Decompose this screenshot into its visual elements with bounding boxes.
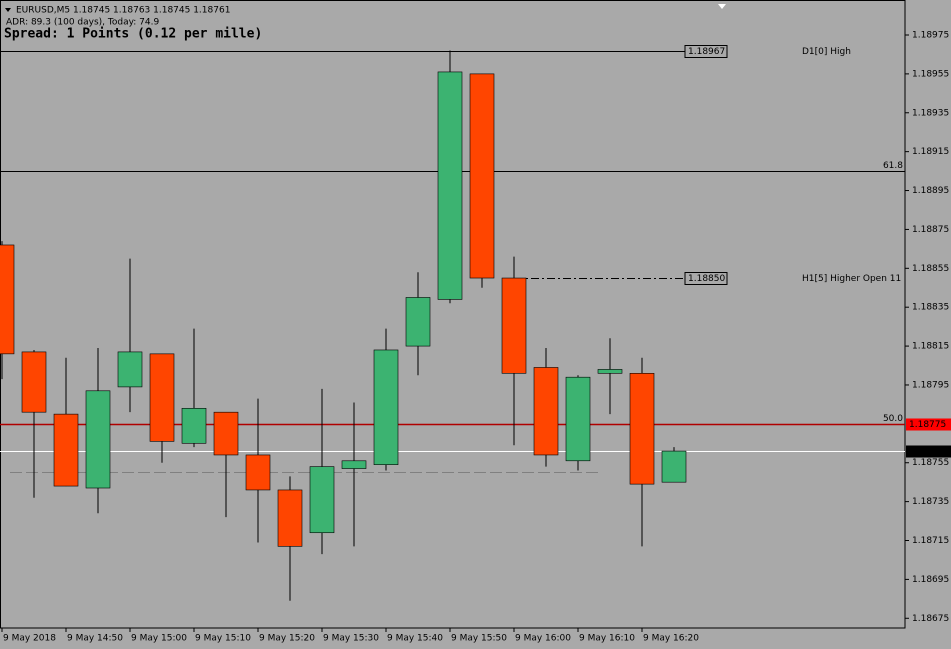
header-spread: Spread: 1 Points (0.12 per mille) [4, 27, 262, 42]
scroll-marker [718, 4, 726, 9]
price-box [684, 272, 728, 285]
candle-body [21, 351, 47, 413]
y-tick-label: 1.18815 [912, 342, 949, 352]
candle-body [149, 353, 175, 442]
price-box-label: 1.18761 [909, 447, 946, 457]
candle-body [53, 413, 79, 487]
y-tick-label: 1.18795 [912, 380, 949, 390]
y-tick-label: 1.18935 [912, 108, 949, 118]
y-tick-label: 1.18675 [912, 614, 949, 624]
y-tick-label: 1.18975 [912, 30, 949, 40]
x-tick-label: 9 May 15:20 [259, 634, 315, 644]
x-tick-label: 9 May 15:30 [323, 634, 379, 644]
candle-body [373, 349, 399, 465]
y-tick-label: 1.18915 [912, 147, 949, 157]
level-text: 61.8 [883, 161, 903, 171]
candle-body [341, 460, 367, 469]
price-box-label: 1.18850 [688, 274, 725, 284]
x-tick-label: 9 May 15:00 [131, 634, 187, 644]
candle-body [629, 373, 655, 485]
x-tick-label: 9 May 15:50 [451, 634, 507, 644]
candle-body [309, 466, 335, 534]
x-tick-label: 9 May 16:10 [579, 634, 635, 644]
level-text: H1[5] Higher Open 11 [802, 274, 901, 284]
y-tick-label: 1.18715 [912, 536, 949, 546]
x-tick-label: 9 May 15:40 [387, 634, 443, 644]
y-tick-label: 1.18895 [912, 186, 949, 196]
y-tick-label: 1.18735 [912, 497, 949, 507]
menu-arrow[interactable] [5, 8, 11, 12]
candle-body [213, 411, 239, 456]
y-tick-label: 1.18695 [912, 575, 949, 585]
candle-body [0, 244, 15, 355]
price-box [906, 418, 951, 431]
candle-body [405, 297, 431, 347]
candle-body [277, 489, 303, 547]
level-text: 50.0 [883, 414, 903, 424]
x-tick-label: 9 May 14:50 [67, 634, 123, 644]
candle-body [181, 407, 207, 444]
candle-body [85, 390, 111, 489]
price-box-label: 1.18967 [688, 47, 725, 57]
candle-body [437, 71, 463, 300]
x-tick-label: 9 May 16:00 [515, 634, 571, 644]
x-tick-label: 9 May 16:20 [643, 634, 699, 644]
y-tick-label: 1.18875 [912, 225, 949, 235]
candle-body [565, 376, 591, 462]
candle-body [245, 454, 271, 491]
y-tick-label: 1.18755 [912, 458, 949, 468]
y-tick-label: 1.18955 [912, 69, 949, 79]
price-box-label: 1.18775 [909, 420, 946, 430]
header-adr: ADR: 89.3 (100 days), Today: 74.9 [6, 18, 159, 28]
y-tick-label: 1.18855 [912, 264, 949, 274]
candle-body [501, 277, 527, 374]
candle-body [469, 73, 495, 279]
candle-body [117, 351, 143, 388]
y-tick-label: 1.18835 [912, 303, 949, 313]
candle-body [597, 369, 623, 374]
price-box [906, 445, 951, 458]
level-text: D1[0] High [802, 47, 851, 57]
x-tick-label: 9 May 15:10 [195, 634, 251, 644]
header-symbol: EURUSD,M5 1.18745 1.18763 1.18745 1.1876… [16, 6, 230, 16]
candle-body [661, 450, 687, 483]
price-box [684, 45, 728, 58]
candle-body [533, 367, 559, 456]
x-tick-label: 9 May 2018 [3, 634, 56, 644]
